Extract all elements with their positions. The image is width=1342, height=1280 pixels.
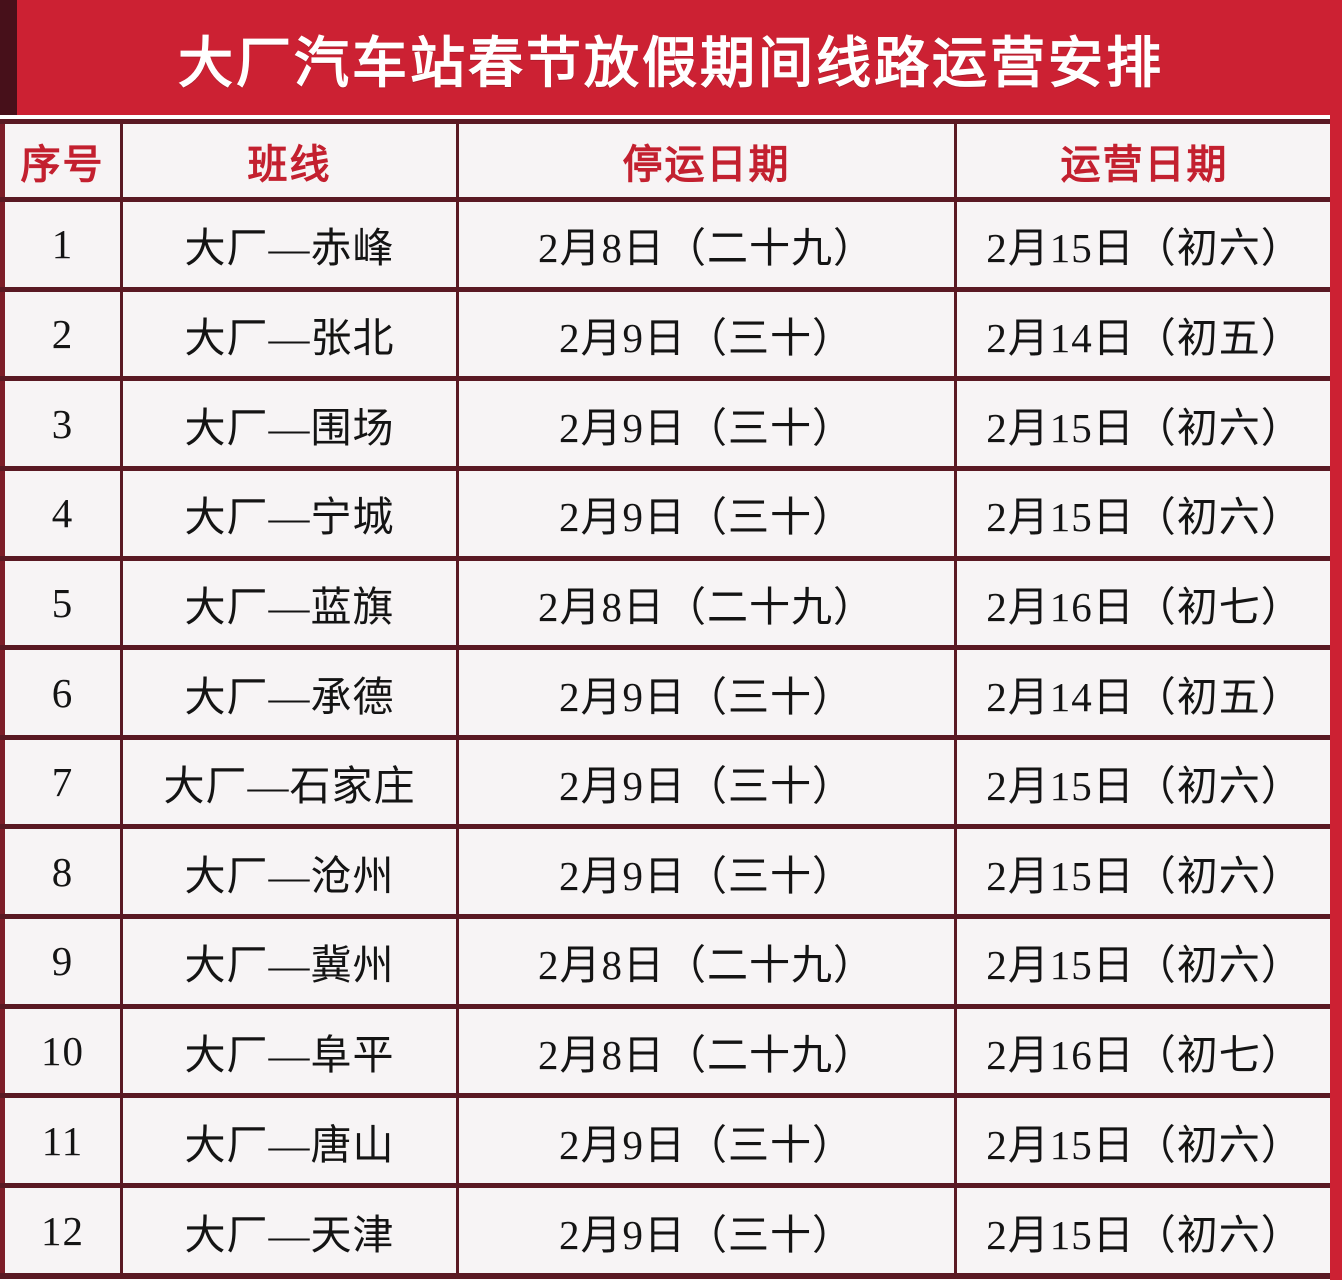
cell-no: 8 [1, 824, 123, 920]
cell-no: 6 [1, 645, 123, 740]
table-row: 4 大厂—宁城 2月9日（三十） 2月15日（初六） [1, 465, 1335, 561]
cell-stop-date: 2月9日（三十） [456, 465, 957, 561]
table-row: 2 大厂—张北 2月9日（三十） 2月14日（初五） [1, 286, 1335, 382]
table-row: 8 大厂—沧州 2月9日（三十） 2月15日（初六） [1, 824, 1335, 920]
cell-no: 1 [1, 197, 123, 292]
cell-no: 4 [1, 465, 123, 561]
cell-no: 12 [1, 1183, 123, 1279]
header-no: 序号 [1, 119, 123, 202]
cell-run-date: 2月15日（初六） [954, 197, 1335, 292]
cell-route: 大厂—唐山 [120, 1093, 459, 1189]
header-row: 序号 班线 停运日期 运营日期 [1, 119, 1335, 202]
cell-run-date: 2月15日（初六） [954, 734, 1335, 830]
cell-stop-date: 2月9日（三十） [456, 824, 957, 920]
cell-stop-date: 2月8日（二十九） [456, 197, 957, 292]
schedule-table: 序号 班线 停运日期 运营日期 1 大厂—赤峰 2月8日（二十九） 2月15日（… [0, 119, 1335, 1279]
cell-route: 大厂—赤峰 [120, 197, 459, 292]
cell-run-date: 2月15日（初六） [954, 376, 1335, 471]
cell-no: 2 [1, 286, 123, 382]
cell-stop-date: 2月9日（三十） [456, 376, 957, 471]
cell-run-date: 2月15日（初六） [954, 465, 1335, 561]
cell-run-date: 2月14日（初五） [954, 645, 1335, 740]
banner-left-dark-strip [0, 0, 17, 115]
cell-route: 大厂—阜平 [120, 1003, 459, 1099]
header-run-date: 运营日期 [954, 119, 1335, 202]
table-row: 1 大厂—赤峰 2月8日（二十九） 2月15日（初六） [1, 197, 1335, 292]
cell-stop-date: 2月9日（三十） [456, 734, 957, 830]
cell-route: 大厂—宁城 [120, 465, 459, 561]
cell-route: 大厂—围场 [120, 376, 459, 471]
cell-run-date: 2月15日（初六） [954, 1183, 1335, 1279]
cell-route: 大厂—承德 [120, 645, 459, 740]
cell-route: 大厂—张北 [120, 286, 459, 382]
cell-run-date: 2月14日（初五） [954, 286, 1335, 382]
cell-stop-date: 2月9日（三十） [456, 645, 957, 740]
cell-no: 5 [1, 555, 123, 651]
cell-route: 大厂—石家庄 [120, 734, 459, 830]
table-row: 11 大厂—唐山 2月9日（三十） 2月15日（初六） [1, 1093, 1335, 1189]
cell-stop-date: 2月8日（二十九） [456, 555, 957, 651]
cell-run-date: 2月16日（初七） [954, 555, 1335, 651]
table-row: 10 大厂—阜平 2月8日（二十九） 2月16日（初七） [1, 1003, 1335, 1099]
cell-no: 7 [1, 734, 123, 830]
header-route: 班线 [120, 119, 459, 202]
cell-no: 10 [1, 1003, 123, 1099]
cell-run-date: 2月16日（初七） [954, 1003, 1335, 1099]
table-row: 12 大厂—天津 2月9日（三十） 2月15日（初六） [1, 1183, 1335, 1279]
cell-stop-date: 2月9日（三十） [456, 286, 957, 382]
header-stop-date: 停运日期 [456, 119, 957, 202]
cell-route: 大厂—冀州 [120, 914, 459, 1009]
table-row: 5 大厂—蓝旗 2月8日（二十九） 2月16日（初七） [1, 555, 1335, 651]
cell-stop-date: 2月8日（二十九） [456, 914, 957, 1009]
page-title: 大厂汽车站春节放假期间线路运营安排 [177, 32, 1164, 94]
table-row: 6 大厂—承德 2月9日（三十） 2月14日（初五） [1, 645, 1335, 740]
title-banner: 大厂汽车站春节放假期间线路运营安排 [0, 0, 1342, 115]
cell-route: 大厂—沧州 [120, 824, 459, 920]
cell-run-date: 2月15日（初六） [954, 824, 1335, 920]
cell-route: 大厂—蓝旗 [120, 555, 459, 651]
cell-route: 大厂—天津 [120, 1183, 459, 1279]
cell-run-date: 2月15日（初六） [954, 1093, 1335, 1189]
cell-stop-date: 2月8日（二十九） [456, 1003, 957, 1099]
cell-no: 9 [1, 914, 123, 1009]
cell-stop-date: 2月9日（三十） [456, 1093, 957, 1189]
cell-run-date: 2月15日（初六） [954, 914, 1335, 1009]
cell-no: 3 [1, 376, 123, 471]
cell-no: 11 [1, 1093, 123, 1189]
table-row: 3 大厂—围场 2月9日（三十） 2月15日（初六） [1, 376, 1335, 471]
table-row: 9 大厂—冀州 2月8日（二十九） 2月15日（初六） [1, 914, 1335, 1009]
table-row: 7 大厂—石家庄 2月9日（三十） 2月15日（初六） [1, 734, 1335, 830]
right-red-strip [1330, 113, 1342, 1280]
cell-stop-date: 2月9日（三十） [456, 1183, 957, 1279]
